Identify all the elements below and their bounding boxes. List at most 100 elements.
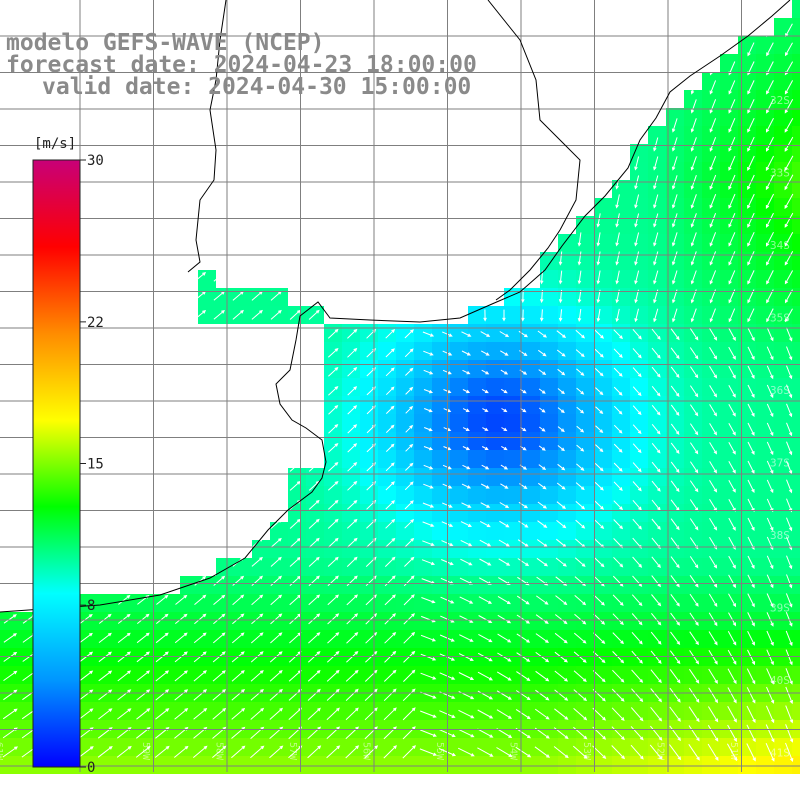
- wind-arrow: [155, 708, 170, 720]
- wind-speed-cell: [306, 612, 324, 630]
- wind-speed-cell: [756, 162, 774, 180]
- wind-speed-cell: [738, 234, 756, 252]
- wind-speed-cell: [738, 612, 756, 630]
- wind-speed-cell: [216, 576, 234, 594]
- wind-arrow: [270, 575, 283, 586]
- wind-speed-cell: [486, 324, 504, 342]
- wind-arrow: [786, 441, 793, 456]
- wind-arrow: [502, 309, 506, 322]
- wind-speed-cell: [522, 342, 540, 360]
- wind-speed-cell: [414, 756, 432, 774]
- wind-speed-cell: [702, 576, 720, 594]
- wind-arrow: [347, 386, 358, 396]
- wind-speed-cell: [504, 342, 522, 360]
- wind-speed-cell: [720, 54, 738, 72]
- wind-arrow: [346, 632, 359, 644]
- wind-arrow: [539, 309, 544, 322]
- wind-arrow: [516, 614, 531, 624]
- wind-speed-cell: [792, 432, 800, 450]
- wind-arrow: [689, 385, 699, 398]
- wind-arrow: [573, 708, 588, 721]
- wind-speed-cell: [468, 486, 486, 504]
- wind-arrow: [611, 688, 625, 702]
- wind-arrow: [746, 724, 756, 743]
- wind-speed-cell: [630, 738, 648, 756]
- wind-speed-cell: [648, 576, 666, 594]
- wind-speed-cell: [432, 414, 450, 432]
- wind-speed-cell: [486, 666, 504, 684]
- wind-arrow: [784, 251, 794, 266]
- wind-arrow: [501, 445, 508, 451]
- wind-arrow: [690, 156, 697, 171]
- wind-arrow: [747, 193, 755, 209]
- wind-arrow: [670, 575, 680, 588]
- wind-arrow: [747, 384, 755, 398]
- wind-speed-cell: [648, 288, 666, 306]
- wind-arrow: [499, 331, 510, 338]
- wind-speed-cell: [432, 630, 450, 648]
- wind-speed-cell: [774, 504, 792, 522]
- wind-arrow: [651, 347, 661, 359]
- wind-speed-cell: [432, 756, 450, 774]
- wind-arrow: [765, 705, 775, 724]
- wind-speed-cell: [738, 288, 756, 306]
- wind-arrow: [289, 461, 301, 472]
- wind-speed-cell: [756, 468, 774, 486]
- wind-arrow: [766, 612, 774, 627]
- wind-speed-cell: [738, 702, 756, 720]
- wind-arrow: [556, 501, 566, 509]
- wind-arrow: [651, 575, 661, 588]
- wind-arrow: [251, 613, 264, 625]
- wind-arrow: [766, 346, 774, 361]
- wind-speed-cell: [108, 630, 126, 648]
- wind-speed-cell: [774, 576, 792, 594]
- wind-arrow: [670, 347, 680, 360]
- wind-arrow: [690, 118, 697, 133]
- wind-arrow: [747, 612, 755, 627]
- wind-arrow: [345, 669, 359, 682]
- wind-arrow: [308, 575, 320, 587]
- wind-arrow: [538, 464, 547, 471]
- wind-arrow: [497, 595, 511, 605]
- wind-speed-cell: [162, 666, 180, 684]
- wind-speed-cell: [198, 288, 216, 306]
- wind-arrow: [383, 707, 397, 721]
- wind-speed-cell: [630, 486, 648, 504]
- wind-speed-cell: [720, 270, 738, 288]
- wind-speed-cell: [558, 252, 576, 270]
- wind-arrow: [462, 408, 470, 412]
- wind-arrow: [175, 594, 188, 605]
- wind-speed-cell: [288, 612, 306, 630]
- wind-arrow: [117, 689, 132, 701]
- wind-speed-cell: [180, 738, 198, 756]
- wind-speed-cell: [396, 666, 414, 684]
- wind-speed-cell: [342, 738, 360, 756]
- wind-arrow: [459, 634, 474, 642]
- wind-arrow: [117, 613, 131, 624]
- wind-arrow: [784, 136, 794, 152]
- wind-arrow: [420, 672, 437, 680]
- wind-speed-cell: [702, 612, 720, 630]
- wind-speed-cell: [648, 216, 666, 234]
- wind-arrow: [766, 231, 774, 247]
- wind-arrow: [251, 556, 263, 567]
- wind-speed-cell: [792, 108, 800, 126]
- wind-arrow: [535, 670, 550, 682]
- wind-speed-cell: [648, 522, 666, 540]
- wind-speed-cell: [792, 756, 800, 774]
- wind-speed-cell: [666, 198, 684, 216]
- wind-arrow: [557, 407, 565, 414]
- wind-speed-cell: [702, 630, 720, 648]
- wind-arrow: [766, 574, 774, 589]
- wind-speed-cell: [342, 504, 360, 522]
- wind-arrow: [424, 427, 433, 432]
- wind-speed-cell: [792, 414, 800, 432]
- wind-speed-cell: [0, 702, 18, 720]
- wind-arrow: [728, 555, 736, 569]
- wind-arrow: [630, 744, 644, 760]
- wind-speed-cell: [324, 324, 342, 342]
- wind-speed-cell: [720, 576, 738, 594]
- wind-speed-cell: [666, 378, 684, 396]
- wind-speed-cell: [630, 432, 648, 450]
- wind-speed-cell: [396, 702, 414, 720]
